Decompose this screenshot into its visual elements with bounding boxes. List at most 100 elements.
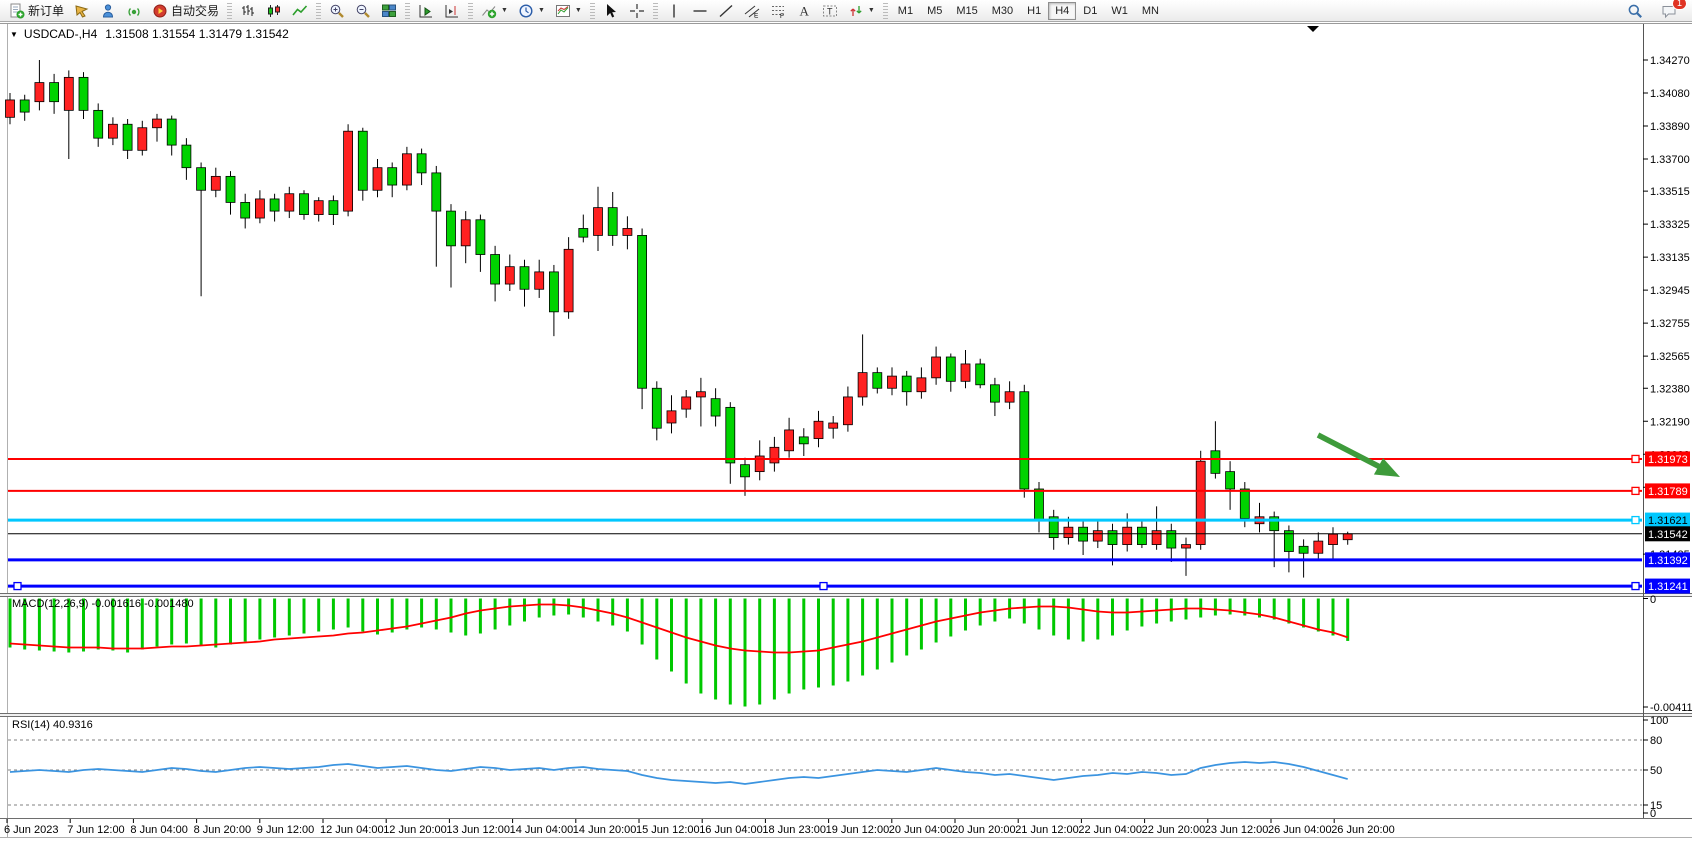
chart-collapse-icon[interactable]: ▼ — [10, 29, 18, 39]
line-handle[interactable] — [1631, 454, 1640, 464]
toolbar-button-zoom-out[interactable] — [351, 1, 375, 21]
toolbar-button-data-window[interactable] — [96, 1, 120, 21]
timeframe-button-d1[interactable]: D1 — [1083, 4, 1098, 17]
toolbar-button-auto-trading[interactable]: 自动交易 — [148, 0, 223, 21]
candle-body-down — [975, 363, 986, 386]
toolbar-button-zoom-in[interactable] — [325, 1, 349, 21]
time-axis-label: 8 Jun 20:00 — [194, 824, 252, 836]
candle-body-down — [240, 202, 251, 219]
crosshair-icon — [629, 3, 645, 19]
candle-body-up — [931, 356, 941, 379]
candle-body-up — [343, 130, 354, 212]
toolbar-button-chart-shift[interactable] — [440, 1, 464, 21]
toolbar-button-candlestick-chart[interactable] — [262, 1, 286, 21]
macd-axis-tick-label: -0.004113 — [1650, 702, 1692, 714]
timeframe-button-w1[interactable]: W1 — [1111, 4, 1128, 17]
line-handle[interactable] — [1631, 486, 1640, 496]
toolbar-button-signal[interactable] — [122, 1, 146, 21]
rsi-axis-tick-label: 80 — [1650, 735, 1662, 747]
toolbar-button-templates[interactable]: ▼ — [551, 1, 586, 21]
candle-body-down — [901, 375, 912, 393]
timeframe-button-m1[interactable]: M1 — [897, 4, 914, 17]
candle-body-down — [1239, 488, 1250, 519]
price-tag-1.31392 — [1645, 552, 1690, 568]
toolbar-button-vertical-line[interactable] — [662, 1, 686, 21]
periods-icon — [518, 3, 534, 19]
candle-body-up — [1195, 460, 1206, 545]
annotation-arrow-shaft[interactable] — [1316, 432, 1382, 470]
toolbar-separator — [316, 2, 322, 19]
candle-body-down — [740, 464, 750, 478]
toolbar-button-fibonacci[interactable]: F — [766, 1, 790, 21]
toolbar-button-text[interactable]: A — [792, 1, 816, 21]
time-axis-label: 26 Jun 04:00 — [1268, 824, 1332, 836]
dropdown-caret-icon[interactable]: ▼ — [501, 7, 508, 14]
candle-body-up — [152, 118, 162, 129]
svg-text:T: T — [827, 6, 833, 16]
toolbar: 新订单 自动交易 ▼ ▼ ▼ E F A T ▼ M1 M5 M15 M30 H1 H4 D1 W1 MN 1 — [0, 0, 1692, 22]
line-handle[interactable] — [13, 581, 22, 591]
time-axis-label: 20 Jun 20:00 — [952, 824, 1016, 836]
dropdown-caret-icon[interactable]: ▼ — [867, 7, 875, 14]
scroll-to-end-marker-icon[interactable] — [1307, 26, 1319, 32]
line-handle[interactable] — [1631, 581, 1640, 591]
rsi-line — [9, 761, 1348, 785]
chart-title: ▼ USDCAD-,H4 1.31508 1.31554 1.31479 1.3… — [10, 27, 289, 41]
toolbar-button-tile-windows[interactable] — [377, 1, 401, 21]
time-axis-label: 23 Jun 12:00 — [1205, 824, 1269, 836]
chart-canvas[interactable]: 1.34270 1.34080 1.33890 1.33700 1.33515 1.333… — [0, 22, 1692, 844]
toolbar-button-trendline[interactable] — [714, 1, 738, 21]
toolbar-button-indicators[interactable]: ▼ — [477, 1, 512, 21]
indicators-icon — [481, 3, 497, 19]
toolbar-button-notifications[interactable]: 1 — [1657, 0, 1687, 21]
candle-body-down — [416, 153, 427, 174]
toolbar-button-horizontal-line[interactable] — [688, 1, 712, 21]
zoom-in-icon — [329, 3, 345, 19]
toolbar-button-equidistant-channel[interactable]: E — [740, 1, 764, 21]
time-axis-label: 12 Jun 20:00 — [383, 824, 447, 836]
candle-body-down — [1298, 545, 1309, 554]
toolbar-button-auto-scroll[interactable] — [414, 1, 438, 21]
pane-separator[interactable] — [0, 713, 1692, 717]
toolbar-button-market-watch[interactable] — [70, 1, 94, 21]
dropdown-caret-icon[interactable]: ▼ — [537, 7, 545, 14]
candle-body-down — [549, 271, 559, 313]
toolbar-button-bar-chart[interactable] — [236, 1, 260, 21]
toolbar-button-search[interactable] — [1623, 1, 1647, 21]
timeframe-button-m5[interactable]: M5 — [927, 4, 943, 17]
candle-body-up — [1004, 391, 1015, 403]
candle-body-down — [1048, 516, 1059, 539]
price-tag-label: 1.31241 — [1648, 581, 1688, 593]
line-handle[interactable] — [1631, 515, 1640, 525]
candle-body-down — [1284, 530, 1294, 552]
auto-scroll-icon — [418, 3, 434, 19]
candle-body-up — [1063, 526, 1074, 539]
price-axis-tick-label: 1.32565 — [1650, 351, 1690, 363]
timeframe-button-h1[interactable]: H1 — [1027, 4, 1042, 17]
toolbar-button-line-chart[interactable] — [288, 1, 312, 21]
line-handle[interactable] — [819, 581, 828, 591]
candle-body-down — [19, 99, 30, 113]
line-chart-icon — [292, 3, 308, 19]
toolbar-button-periods[interactable]: ▼ — [514, 1, 549, 21]
toolbar-button-new-order[interactable]: 新订单 — [5, 0, 68, 21]
annotation-arrow-head[interactable] — [1373, 458, 1400, 477]
timeframe-button-h4[interactable]: H4 — [1048, 1, 1077, 20]
toolbar-button-arrows-tool[interactable]: ▼ — [844, 1, 879, 21]
toolbar-button-text-label[interactable]: T — [818, 1, 842, 21]
toolbar-button-crosshair[interactable] — [625, 1, 649, 21]
candle-body-down — [166, 118, 177, 146]
chart-background — [0, 22, 1692, 844]
timeframe-button-mn[interactable]: MN — [1141, 4, 1159, 17]
candle-body-up — [1313, 540, 1324, 554]
dropdown-caret-icon[interactable]: ▼ — [574, 7, 582, 14]
pane-separator[interactable] — [0, 593, 1692, 597]
toolbar-button-cursor[interactable] — [599, 1, 623, 21]
candle-body-down — [578, 228, 589, 238]
candle-body-up — [504, 266, 515, 285]
bar-chart-icon — [240, 3, 256, 19]
search-icon — [1627, 3, 1643, 19]
candle-body-up — [784, 429, 794, 452]
timeframe-button-m15[interactable]: M15 — [956, 4, 978, 17]
timeframe-button-m30[interactable]: M30 — [991, 4, 1014, 17]
